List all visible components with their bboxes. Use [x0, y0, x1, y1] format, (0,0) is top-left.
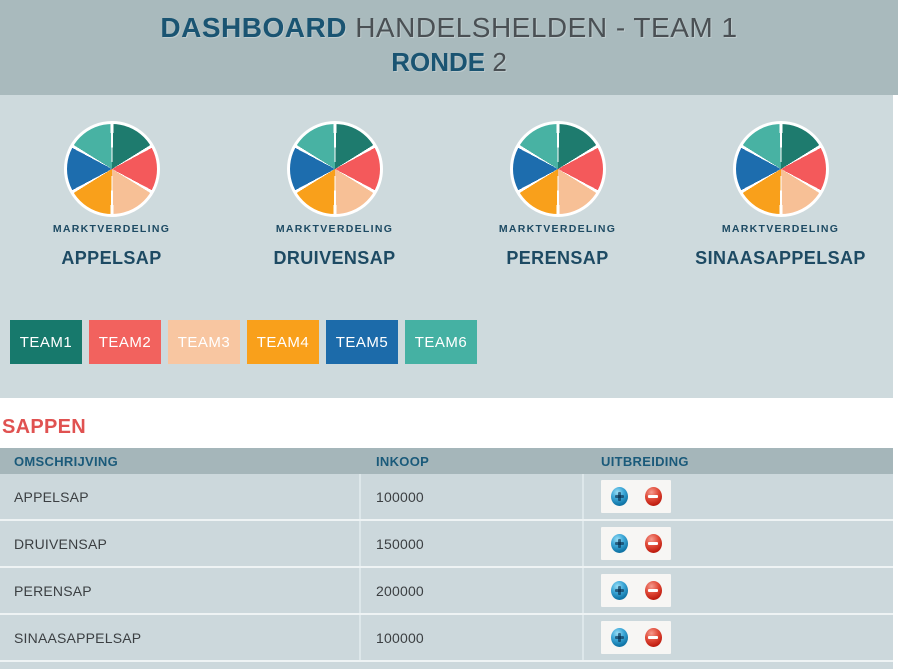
increase-button[interactable] — [610, 487, 628, 506]
dashboard-header: DASHBOARD HANDELSHELDEN - TEAM 1 RONDE 2 — [0, 0, 898, 95]
uitbreiding-controls — [601, 621, 671, 654]
decrease-button[interactable] — [644, 534, 662, 553]
next-row-sliver — [0, 662, 893, 669]
product-name-appelsap: APPELSAP — [61, 248, 162, 268]
market-column-sinaasappelsap: MARKTVERDELING SINAASAPPELSAP — [669, 121, 892, 269]
column-header-inkoop: INKOOP — [376, 453, 430, 469]
product-name-druivensap: DRUIVENSAP — [273, 248, 396, 268]
uitbreiding-controls — [601, 480, 671, 513]
page-title: DASHBOARD HANDELSHELDEN - TEAM 1 — [0, 11, 898, 45]
table-row-appelsap: APPELSAP 100000 — [0, 474, 893, 521]
row-inkoop: 150000 — [376, 535, 424, 552]
round-title: RONDE 2 — [0, 46, 898, 78]
uitbreiding-controls — [601, 527, 671, 560]
market-panel: MARKTVERDELING APPELSAP MARKTVERDELING D… — [0, 95, 893, 398]
team2-button[interactable]: TEAM2 — [89, 320, 161, 364]
marktverdeling-pie-appelsap — [63, 121, 160, 217]
row-omschrijving: APPELSAP — [14, 488, 89, 505]
table-row-perensap: PERENSAP 200000 — [0, 568, 893, 615]
product-name-sinaasappelsap: SINAASAPPELSAP — [695, 248, 866, 268]
table-row-druivensap: DRUIVENSAP 150000 — [0, 521, 893, 568]
sappen-title: SAPPEN — [2, 416, 87, 438]
table-row-sinaasappelsap: SINAASAPPELSAP 100000 — [0, 615, 893, 662]
market-column-appelsap: MARKTVERDELING APPELSAP — [0, 121, 223, 269]
team3-button[interactable]: TEAM3 — [168, 320, 240, 364]
pie-caption: MARKTVERDELING — [721, 223, 840, 235]
marktverdeling-pie-perensap — [509, 121, 606, 217]
column-header-uitbreiding: UITBREIDING — [601, 453, 689, 469]
team-legend: TEAM1 TEAM2 TEAM3 TEAM4 TEAM5 TEAM6 — [0, 320, 893, 364]
decrease-button[interactable] — [644, 628, 662, 647]
row-inkoop: 100000 — [376, 488, 424, 505]
increase-button[interactable] — [610, 628, 628, 647]
row-omschrijving: DRUIVENSAP — [14, 535, 108, 552]
round-number: 2 — [492, 47, 507, 77]
product-name-perensap: PERENSAP — [506, 248, 609, 268]
row-inkoop: 100000 — [376, 629, 424, 646]
increase-button[interactable] — [610, 534, 628, 553]
row-inkoop: 200000 — [376, 582, 424, 599]
sappen-table: OMSCHRIJVING INKOOP UITBREIDING APPELSAP… — [0, 448, 893, 669]
marktverdeling-pie-sinaasappelsap — [732, 121, 829, 217]
uitbreiding-controls — [601, 574, 671, 607]
column-header-omschrijving: OMSCHRIJVING — [14, 453, 119, 469]
team1-button[interactable]: TEAM1 — [10, 320, 82, 364]
team6-button[interactable]: TEAM6 — [405, 320, 477, 364]
decrease-button[interactable] — [644, 487, 662, 506]
page-title-strong: DASHBOARD — [160, 12, 347, 43]
table-header-row: OMSCHRIJVING INKOOP UITBREIDING — [0, 448, 893, 474]
marktverdeling-pie-druivensap — [286, 121, 383, 217]
page-title-text: HANDELSHELDEN - TEAM 1 — [355, 12, 738, 43]
round-label: RONDE — [391, 47, 486, 77]
team4-button[interactable]: TEAM4 — [247, 320, 319, 364]
row-omschrijving: PERENSAP — [14, 582, 92, 599]
row-omschrijving: SINAASAPPELSAP — [14, 629, 142, 646]
increase-button[interactable] — [610, 581, 628, 600]
team5-button[interactable]: TEAM5 — [326, 320, 398, 364]
pie-caption: MARKTVERDELING — [275, 223, 394, 235]
pie-caption: MARKTVERDELING — [52, 223, 171, 235]
decrease-button[interactable] — [644, 581, 662, 600]
pie-caption: MARKTVERDELING — [498, 223, 617, 235]
market-column-druivensap: MARKTVERDELING DRUIVENSAP — [223, 121, 446, 269]
sappen-section: SAPPEN OMSCHRIJVING INKOOP UITBREIDING A… — [0, 398, 898, 669]
pies-row: MARKTVERDELING APPELSAP MARKTVERDELING D… — [0, 95, 893, 269]
market-column-perensap: MARKTVERDELING PERENSAP — [446, 121, 669, 269]
